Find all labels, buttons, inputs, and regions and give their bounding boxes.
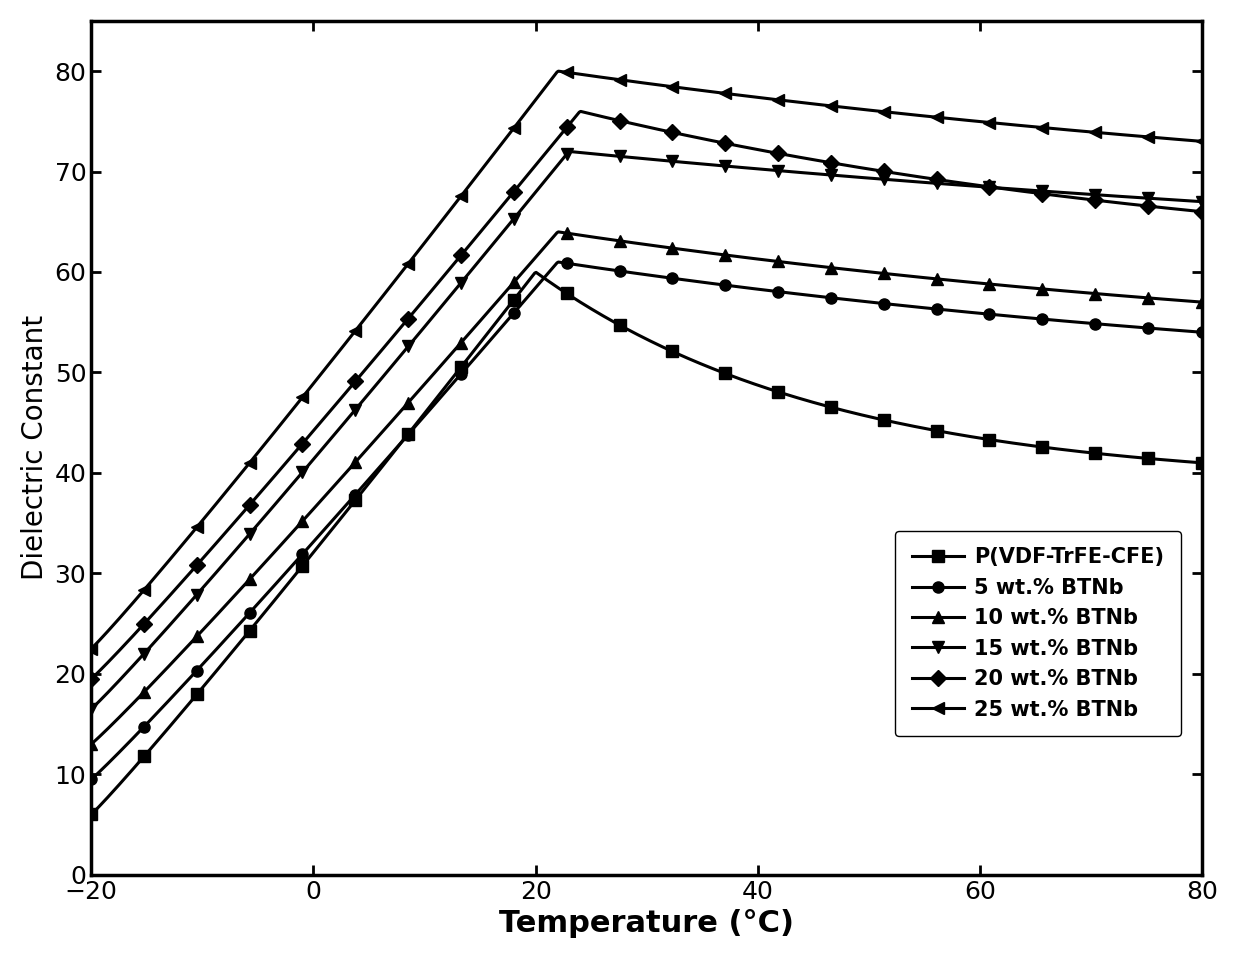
P(VDF-TrFE-CFE) (1042, 442, 1057, 454)
5 wt.% BTNb (1042, 314, 1057, 325)
10 wt.% BTNb (793, 258, 808, 269)
15 wt.% BTNb (84, 703, 99, 714)
25 wt.% BTNb (1194, 135, 1209, 147)
15 wt.% BTNb (928, 177, 943, 189)
10 wt.% BTNb (551, 226, 566, 238)
15 wt.% BTNb (152, 631, 167, 643)
25 wt.% BTNb (730, 89, 745, 101)
Legend: P(VDF-TrFE-CFE), 5 wt.% BTNb, 10 wt.% BTNb, 15 wt.% BTNb, 20 wt.% BTNb, 25 wt.% : P(VDF-TrFE-CFE), 5 wt.% BTNb, 10 wt.% BT… (895, 531, 1181, 737)
15 wt.% BTNb (563, 146, 577, 157)
10 wt.% BTNb (928, 273, 943, 285)
5 wt.% BTNb (793, 289, 808, 300)
25 wt.% BTNb (760, 93, 774, 105)
P(VDF-TrFE-CFE) (529, 267, 544, 278)
25 wt.% BTNb (928, 111, 943, 123)
Line: 5 wt.% BTNb: 5 wt.% BTNb (85, 256, 1208, 784)
15 wt.% BTNb (1042, 186, 1057, 198)
Line: 20 wt.% BTNb: 20 wt.% BTNb (85, 105, 1208, 685)
10 wt.% BTNb (152, 670, 167, 682)
P(VDF-TrFE-CFE) (730, 372, 745, 384)
10 wt.% BTNb (84, 738, 99, 750)
15 wt.% BTNb (760, 164, 774, 175)
10 wt.% BTNb (1194, 296, 1209, 308)
20 wt.% BTNb (574, 105, 589, 117)
20 wt.% BTNb (793, 152, 808, 163)
20 wt.% BTNb (84, 673, 99, 685)
15 wt.% BTNb (730, 161, 745, 173)
20 wt.% BTNb (1042, 189, 1057, 200)
P(VDF-TrFE-CFE) (793, 393, 808, 405)
5 wt.% BTNb (84, 774, 99, 785)
10 wt.% BTNb (760, 254, 774, 266)
Line: 25 wt.% BTNb: 25 wt.% BTNb (85, 65, 1208, 654)
25 wt.% BTNb (152, 567, 167, 578)
25 wt.% BTNb (84, 643, 99, 654)
10 wt.% BTNb (1042, 284, 1057, 295)
20 wt.% BTNb (152, 601, 167, 613)
15 wt.% BTNb (1194, 196, 1209, 207)
5 wt.% BTNb (730, 281, 745, 292)
5 wt.% BTNb (928, 303, 943, 315)
25 wt.% BTNb (793, 97, 808, 108)
5 wt.% BTNb (760, 285, 774, 296)
X-axis label: Temperature (°C): Temperature (°C) (499, 909, 794, 938)
Line: 10 wt.% BTNb: 10 wt.% BTNb (85, 226, 1208, 750)
P(VDF-TrFE-CFE) (928, 425, 943, 436)
15 wt.% BTNb (793, 167, 808, 178)
P(VDF-TrFE-CFE) (760, 383, 774, 394)
25 wt.% BTNb (1042, 123, 1057, 134)
20 wt.% BTNb (730, 140, 745, 152)
5 wt.% BTNb (551, 256, 566, 268)
P(VDF-TrFE-CFE) (84, 808, 99, 820)
5 wt.% BTNb (152, 705, 167, 716)
20 wt.% BTNb (1194, 206, 1209, 218)
P(VDF-TrFE-CFE) (152, 733, 167, 744)
20 wt.% BTNb (760, 146, 774, 157)
Y-axis label: Dielectric Constant: Dielectric Constant (21, 316, 48, 580)
P(VDF-TrFE-CFE) (1194, 457, 1209, 469)
10 wt.% BTNb (730, 251, 745, 263)
20 wt.% BTNb (928, 174, 943, 185)
Line: P(VDF-TrFE-CFE): P(VDF-TrFE-CFE) (85, 267, 1208, 820)
5 wt.% BTNb (1194, 326, 1209, 338)
25 wt.% BTNb (551, 65, 566, 77)
Line: 15 wt.% BTNb: 15 wt.% BTNb (85, 146, 1208, 714)
